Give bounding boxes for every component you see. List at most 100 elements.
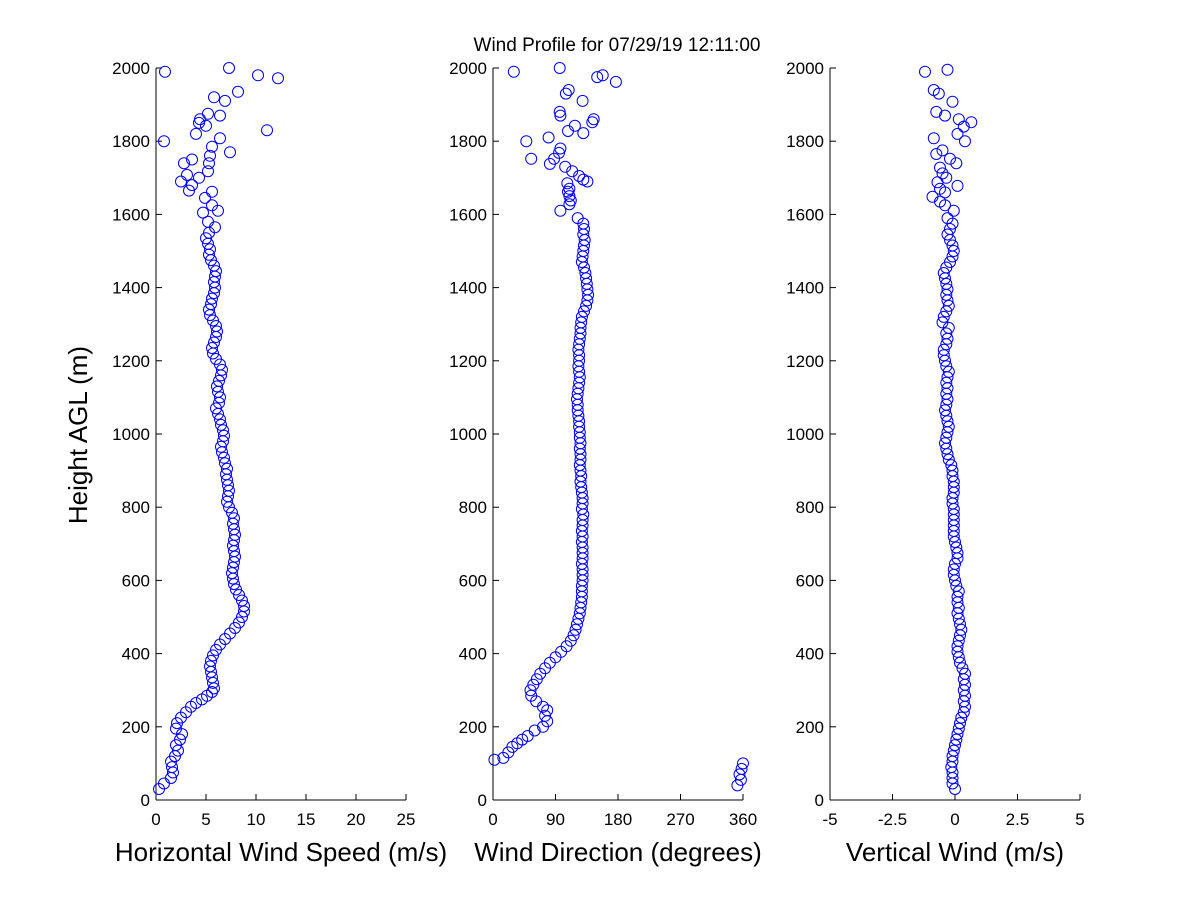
- data-point: [158, 135, 170, 148]
- data-point: [186, 153, 198, 166]
- data-point: [553, 146, 565, 159]
- x-tick-label: 20: [347, 810, 366, 829]
- data-point: [208, 91, 220, 104]
- data-point: [202, 107, 214, 120]
- data-point: [170, 722, 182, 735]
- data-point: [272, 72, 284, 85]
- data-point: [947, 204, 960, 217]
- y-tick-label: 600: [796, 571, 824, 590]
- data-point: [934, 182, 946, 195]
- data-point: [197, 206, 209, 219]
- data-point: [181, 168, 193, 181]
- data-point: [210, 353, 222, 365]
- data-point: [553, 105, 566, 118]
- data-point: [944, 256, 956, 268]
- data-point: [951, 547, 964, 559]
- data-point: [210, 402, 222, 415]
- data-point: [563, 182, 576, 195]
- data-point: [193, 171, 205, 184]
- data-point: [218, 429, 230, 442]
- data-point: [520, 135, 533, 148]
- y-tick-label: 400: [122, 645, 150, 664]
- x-axis-label: Wind Direction (degrees): [474, 837, 762, 867]
- data-point: [205, 298, 217, 311]
- y-tick-label: 0: [815, 791, 824, 810]
- data-point: [566, 165, 579, 178]
- data-point: [919, 65, 931, 78]
- data-point: [202, 165, 214, 178]
- data-point: [950, 541, 963, 554]
- data-point: [200, 232, 212, 245]
- data-point: [564, 634, 577, 647]
- data-point: [202, 215, 214, 228]
- data-point: [952, 634, 965, 647]
- panel-2: 0 200 400 600 800 1000 1200 1400 1600 1800 2000 0 90…: [449, 59, 762, 867]
- y-tick-label: 200: [459, 718, 487, 737]
- data-point: [955, 623, 968, 636]
- data-point: [232, 85, 244, 98]
- data-point: [952, 585, 965, 598]
- x-tick-label: 15: [297, 810, 316, 829]
- data-point: [204, 660, 216, 673]
- data-point: [576, 94, 589, 107]
- data-point: [203, 157, 215, 170]
- y-tick-label: 1400: [112, 279, 150, 298]
- data-point: [942, 299, 955, 312]
- data-point: [511, 737, 524, 750]
- data-point: [947, 245, 960, 257]
- data-point: [216, 363, 228, 376]
- data-point: [233, 589, 245, 601]
- data-point: [224, 146, 236, 159]
- x-tick-label: 25: [397, 810, 416, 829]
- y-tick-label: 800: [122, 498, 150, 517]
- data-point: [945, 459, 958, 472]
- data-point: [927, 132, 940, 145]
- data-point: [174, 733, 186, 746]
- data-point: [941, 283, 954, 296]
- y-tick-label: 1400: [449, 279, 487, 298]
- data-point: [959, 667, 971, 680]
- data-point: [587, 113, 600, 126]
- data-point: [568, 119, 581, 132]
- y-tick-label: 1800: [112, 132, 150, 151]
- y-tick-label: 600: [122, 571, 150, 590]
- data-point: [609, 75, 622, 88]
- x-axis-label: Horizontal Wind Speed (m/s): [115, 837, 447, 867]
- data-point: [213, 374, 225, 387]
- data-point: [571, 618, 583, 631]
- data-point: [735, 762, 748, 775]
- data-point: [215, 440, 227, 453]
- data-point: [579, 267, 592, 279]
- data-point: [941, 415, 954, 428]
- data-point: [937, 349, 950, 362]
- data-point: [940, 327, 953, 340]
- data-point: [238, 600, 250, 612]
- x-tick-label: 270: [666, 810, 694, 829]
- data-point: [942, 420, 955, 433]
- x-axis-label: Vertical Wind (m/s): [846, 837, 1064, 867]
- data-point: [194, 113, 206, 126]
- data-point: [159, 65, 171, 78]
- chart-title: Wind Profile for 07/29/19 12:11:00: [474, 35, 761, 56]
- data-point: [210, 265, 222, 278]
- data-point: [524, 684, 537, 697]
- data-point: [936, 167, 949, 180]
- data-point: [947, 563, 960, 576]
- data-point: [211, 325, 223, 338]
- data-point: [193, 116, 205, 129]
- data-point: [954, 656, 966, 669]
- data-point: [562, 125, 574, 137]
- data-point: [946, 239, 959, 252]
- data-point: [577, 173, 590, 186]
- data-point: [571, 212, 584, 225]
- panel-3: 0 200 400 600 800 1000 1200 1400 1600 1800 2000 -5 -…: [786, 59, 1085, 867]
- data-point: [207, 649, 219, 662]
- data-point: [954, 618, 966, 631]
- data-point: [942, 365, 955, 378]
- data-point: [214, 391, 226, 404]
- data-point: [190, 697, 202, 709]
- panel-1: 0 200 400 600 800 1000 1200 1400 1600 1800 2000 0 5 1…: [112, 59, 447, 867]
- y-tick-label: 2000: [786, 59, 824, 78]
